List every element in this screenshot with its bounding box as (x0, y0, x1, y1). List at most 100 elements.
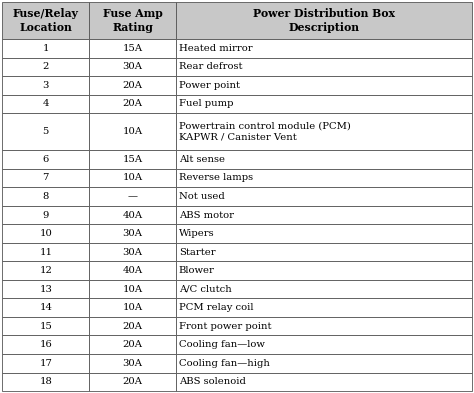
Text: 20A: 20A (123, 81, 143, 90)
Bar (89, 243, 176, 261)
Bar (176, 206, 472, 224)
Bar (176, 169, 472, 187)
Text: 14: 14 (39, 303, 52, 312)
Text: 1: 1 (43, 44, 49, 53)
Bar (176, 113, 472, 150)
Text: Cooling fan—low: Cooling fan—low (179, 340, 264, 349)
Text: 20A: 20A (123, 377, 143, 386)
Text: Reverse lamps: Reverse lamps (179, 173, 253, 182)
Bar (89, 169, 176, 187)
Bar (89, 2, 176, 39)
Bar (89, 187, 176, 206)
Bar (176, 336, 472, 354)
Bar (2, 243, 89, 261)
Text: 7: 7 (43, 173, 49, 182)
Bar (176, 150, 472, 169)
Text: Fuel pump: Fuel pump (179, 99, 233, 108)
Bar (89, 373, 176, 391)
Bar (89, 206, 176, 224)
Text: Power Distribution Box
Description: Power Distribution Box Description (253, 8, 395, 33)
Bar (2, 150, 89, 169)
Text: 15A: 15A (122, 155, 143, 164)
Bar (2, 113, 89, 150)
Bar (89, 224, 176, 243)
Text: Heated mirror: Heated mirror (179, 44, 253, 53)
Text: 16: 16 (39, 340, 52, 349)
Text: 20A: 20A (123, 340, 143, 349)
Bar (176, 280, 472, 298)
Text: 15A: 15A (122, 44, 143, 53)
Bar (89, 57, 176, 76)
Text: 17: 17 (39, 359, 52, 368)
Bar (2, 298, 89, 317)
Text: ABS motor: ABS motor (179, 211, 234, 220)
Bar (89, 298, 176, 317)
Text: 6: 6 (43, 155, 49, 164)
Text: 11: 11 (39, 248, 52, 257)
Bar (176, 373, 472, 391)
Bar (2, 373, 89, 391)
Text: 18: 18 (39, 377, 52, 386)
Text: ABS solenoid: ABS solenoid (179, 377, 246, 386)
Text: Fuse/Relay
Location: Fuse/Relay Location (13, 8, 79, 33)
Bar (2, 2, 89, 39)
Text: Not used: Not used (179, 192, 225, 201)
Bar (2, 224, 89, 243)
Bar (176, 95, 472, 113)
Text: 10A: 10A (122, 173, 143, 182)
Bar (89, 76, 176, 95)
Text: 8: 8 (43, 192, 49, 201)
Bar (176, 224, 472, 243)
Text: Power point: Power point (179, 81, 240, 90)
Bar (89, 336, 176, 354)
Text: Wipers: Wipers (179, 229, 214, 238)
Text: 10A: 10A (122, 285, 143, 294)
Text: Fuse Amp
Rating: Fuse Amp Rating (103, 8, 163, 33)
Text: 30A: 30A (123, 229, 143, 238)
Text: 10A: 10A (122, 127, 143, 136)
Text: 5: 5 (43, 127, 49, 136)
Text: 10A: 10A (122, 303, 143, 312)
Text: Blower: Blower (179, 266, 215, 275)
Bar (2, 336, 89, 354)
Text: Cooling fan—high: Cooling fan—high (179, 359, 270, 368)
Text: 30A: 30A (123, 62, 143, 71)
Bar (89, 150, 176, 169)
Text: 20A: 20A (123, 322, 143, 331)
Text: 15: 15 (39, 322, 52, 331)
Text: Starter: Starter (179, 248, 216, 257)
Bar (89, 354, 176, 373)
Bar (2, 39, 89, 57)
Text: 40A: 40A (122, 211, 143, 220)
Bar (2, 317, 89, 336)
Bar (2, 169, 89, 187)
Bar (2, 57, 89, 76)
Bar (89, 95, 176, 113)
Bar (2, 261, 89, 280)
Text: 2: 2 (43, 62, 49, 71)
Bar (176, 243, 472, 261)
Text: 40A: 40A (122, 266, 143, 275)
Text: —: — (128, 192, 137, 201)
Bar (89, 280, 176, 298)
Bar (176, 76, 472, 95)
Bar (2, 354, 89, 373)
Text: 30A: 30A (123, 359, 143, 368)
Bar (176, 298, 472, 317)
Bar (176, 317, 472, 336)
Text: 3: 3 (43, 81, 49, 90)
Text: PCM relay coil: PCM relay coil (179, 303, 253, 312)
Text: 4: 4 (43, 99, 49, 108)
Bar (2, 76, 89, 95)
Bar (2, 95, 89, 113)
Bar (89, 39, 176, 57)
Bar (89, 261, 176, 280)
Text: 12: 12 (39, 266, 52, 275)
Bar (176, 261, 472, 280)
Bar (176, 39, 472, 57)
Bar (176, 2, 472, 39)
Bar (176, 57, 472, 76)
Bar (2, 206, 89, 224)
Bar (176, 187, 472, 206)
Text: A/C clutch: A/C clutch (179, 285, 232, 294)
